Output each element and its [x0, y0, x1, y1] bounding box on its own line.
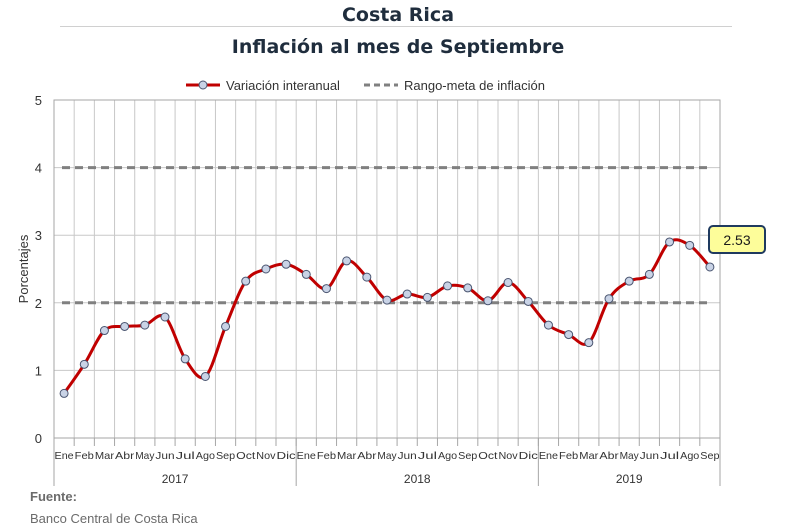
- data-point-marker: [604, 294, 614, 304]
- data-point-marker: [463, 283, 473, 293]
- x-tick-label-month: May: [620, 450, 640, 462]
- x-tick-label-month: Ene: [55, 450, 74, 462]
- y-tick-label: 5: [35, 93, 42, 108]
- x-tick-label-month: Ago: [196, 450, 215, 462]
- data-point-marker: [644, 269, 654, 279]
- x-tick-label-month: Sep: [216, 450, 235, 462]
- data-point-marker: [685, 240, 695, 250]
- y-tick-label: 0: [35, 431, 42, 446]
- x-tick-label-month: Sep: [458, 450, 477, 462]
- x-tick-label-month: Feb: [559, 450, 578, 462]
- x-tick-label-month: Ene: [539, 450, 558, 462]
- x-tick-label-month: Mar: [95, 450, 115, 462]
- x-tick-label-month: Ago: [680, 450, 699, 462]
- data-point-marker: [321, 284, 331, 294]
- data-point-marker: [523, 296, 533, 306]
- data-point-marker: [362, 272, 372, 282]
- x-tick-label-month: May: [135, 450, 155, 462]
- last-value-callout-label: 2.53: [723, 232, 750, 248]
- data-point-marker: [281, 259, 291, 269]
- x-tick-label-month: Jun: [398, 450, 417, 462]
- x-tick-label-month: Jul: [176, 450, 195, 462]
- x-tick-label-month: Mar: [337, 450, 357, 462]
- data-point-marker: [543, 320, 553, 330]
- x-tick-label-month: Dic: [519, 450, 538, 462]
- x-tick-label-month: Jun: [155, 450, 174, 462]
- data-point-marker: [160, 312, 170, 322]
- x-tick-label-month: Mar: [579, 450, 599, 462]
- x-tick-label-month: Abr: [115, 450, 135, 462]
- x-tick-label-month: Nov: [499, 450, 519, 462]
- x-tick-label-month: Ago: [438, 450, 457, 462]
- chart-title: Inflación al mes de Septiembre: [231, 36, 565, 58]
- legend-label-variacion: Variación interanual: [226, 78, 340, 93]
- x-tick-label-month: May: [377, 450, 397, 462]
- legend-marker-variacion: [198, 80, 208, 90]
- x-tick-label-month: Feb: [75, 450, 94, 462]
- x-tick-label-month: Abr: [599, 450, 619, 462]
- x-tick-label-month: Abr: [357, 450, 377, 462]
- data-point-marker: [564, 330, 574, 340]
- x-tick-label-month: Jun: [640, 450, 659, 462]
- data-point-marker: [301, 269, 311, 279]
- data-point-marker: [120, 321, 130, 331]
- data-point-marker: [99, 326, 109, 336]
- plot-area-border: [53, 99, 721, 439]
- data-point-marker: [624, 276, 634, 286]
- data-point-marker: [382, 295, 392, 305]
- data-point-marker: [221, 321, 231, 331]
- x-tick-label-year: 2018: [404, 472, 431, 486]
- y-tick-label: 3: [35, 228, 42, 243]
- x-tick-label-year: 2017: [162, 472, 189, 486]
- data-point-marker: [422, 292, 432, 302]
- data-point-marker: [200, 371, 210, 381]
- data-point-marker: [180, 354, 190, 364]
- data-point-marker: [140, 320, 150, 330]
- x-tick-label-month: Nov: [256, 450, 276, 462]
- y-tick-label: 1: [35, 363, 42, 378]
- data-point-marker: [79, 359, 89, 369]
- x-tick-label-month: Oct: [478, 450, 497, 462]
- data-point-marker: [241, 276, 251, 286]
- data-point-marker: [342, 256, 352, 266]
- x-tick-label-month: Sep: [700, 450, 719, 462]
- x-tick-label-month: Jul: [660, 450, 679, 462]
- data-point-marker: [483, 296, 493, 306]
- legend-label-rango-meta: Rango-meta de inflación: [404, 78, 545, 93]
- data-point-marker: [59, 388, 69, 398]
- data-point-marker: [443, 281, 453, 291]
- chart-country-title: Costa Rica: [341, 4, 455, 26]
- data-point-marker: [584, 338, 594, 348]
- source-value: Banco Central de Costa Rica: [30, 511, 198, 526]
- data-point-marker: [503, 278, 513, 288]
- last-value-callout-box: [708, 225, 766, 254]
- y-axis-label: Porcentajes: [16, 234, 31, 303]
- x-tick-label-month: Feb: [317, 450, 336, 462]
- y-tick-label: 4: [35, 161, 42, 176]
- x-tick-label-month: Ene: [297, 450, 316, 462]
- x-tick-label-year: 2019: [616, 472, 643, 486]
- data-point-marker: [665, 237, 675, 247]
- chart-legend: Variación interanual Rango-meta de inflac…: [186, 78, 545, 93]
- data-point-marker: [261, 264, 271, 274]
- x-tick-label-month: Jul: [418, 450, 437, 462]
- y-tick-label: 2: [35, 296, 42, 311]
- data-point-marker: [705, 262, 715, 272]
- x-tick-label-month: Oct: [236, 450, 255, 462]
- title-divider: [60, 26, 732, 27]
- x-tick-label-month: Dic: [277, 450, 296, 462]
- source-label: Fuente:: [30, 489, 77, 504]
- data-point-marker: [402, 289, 412, 299]
